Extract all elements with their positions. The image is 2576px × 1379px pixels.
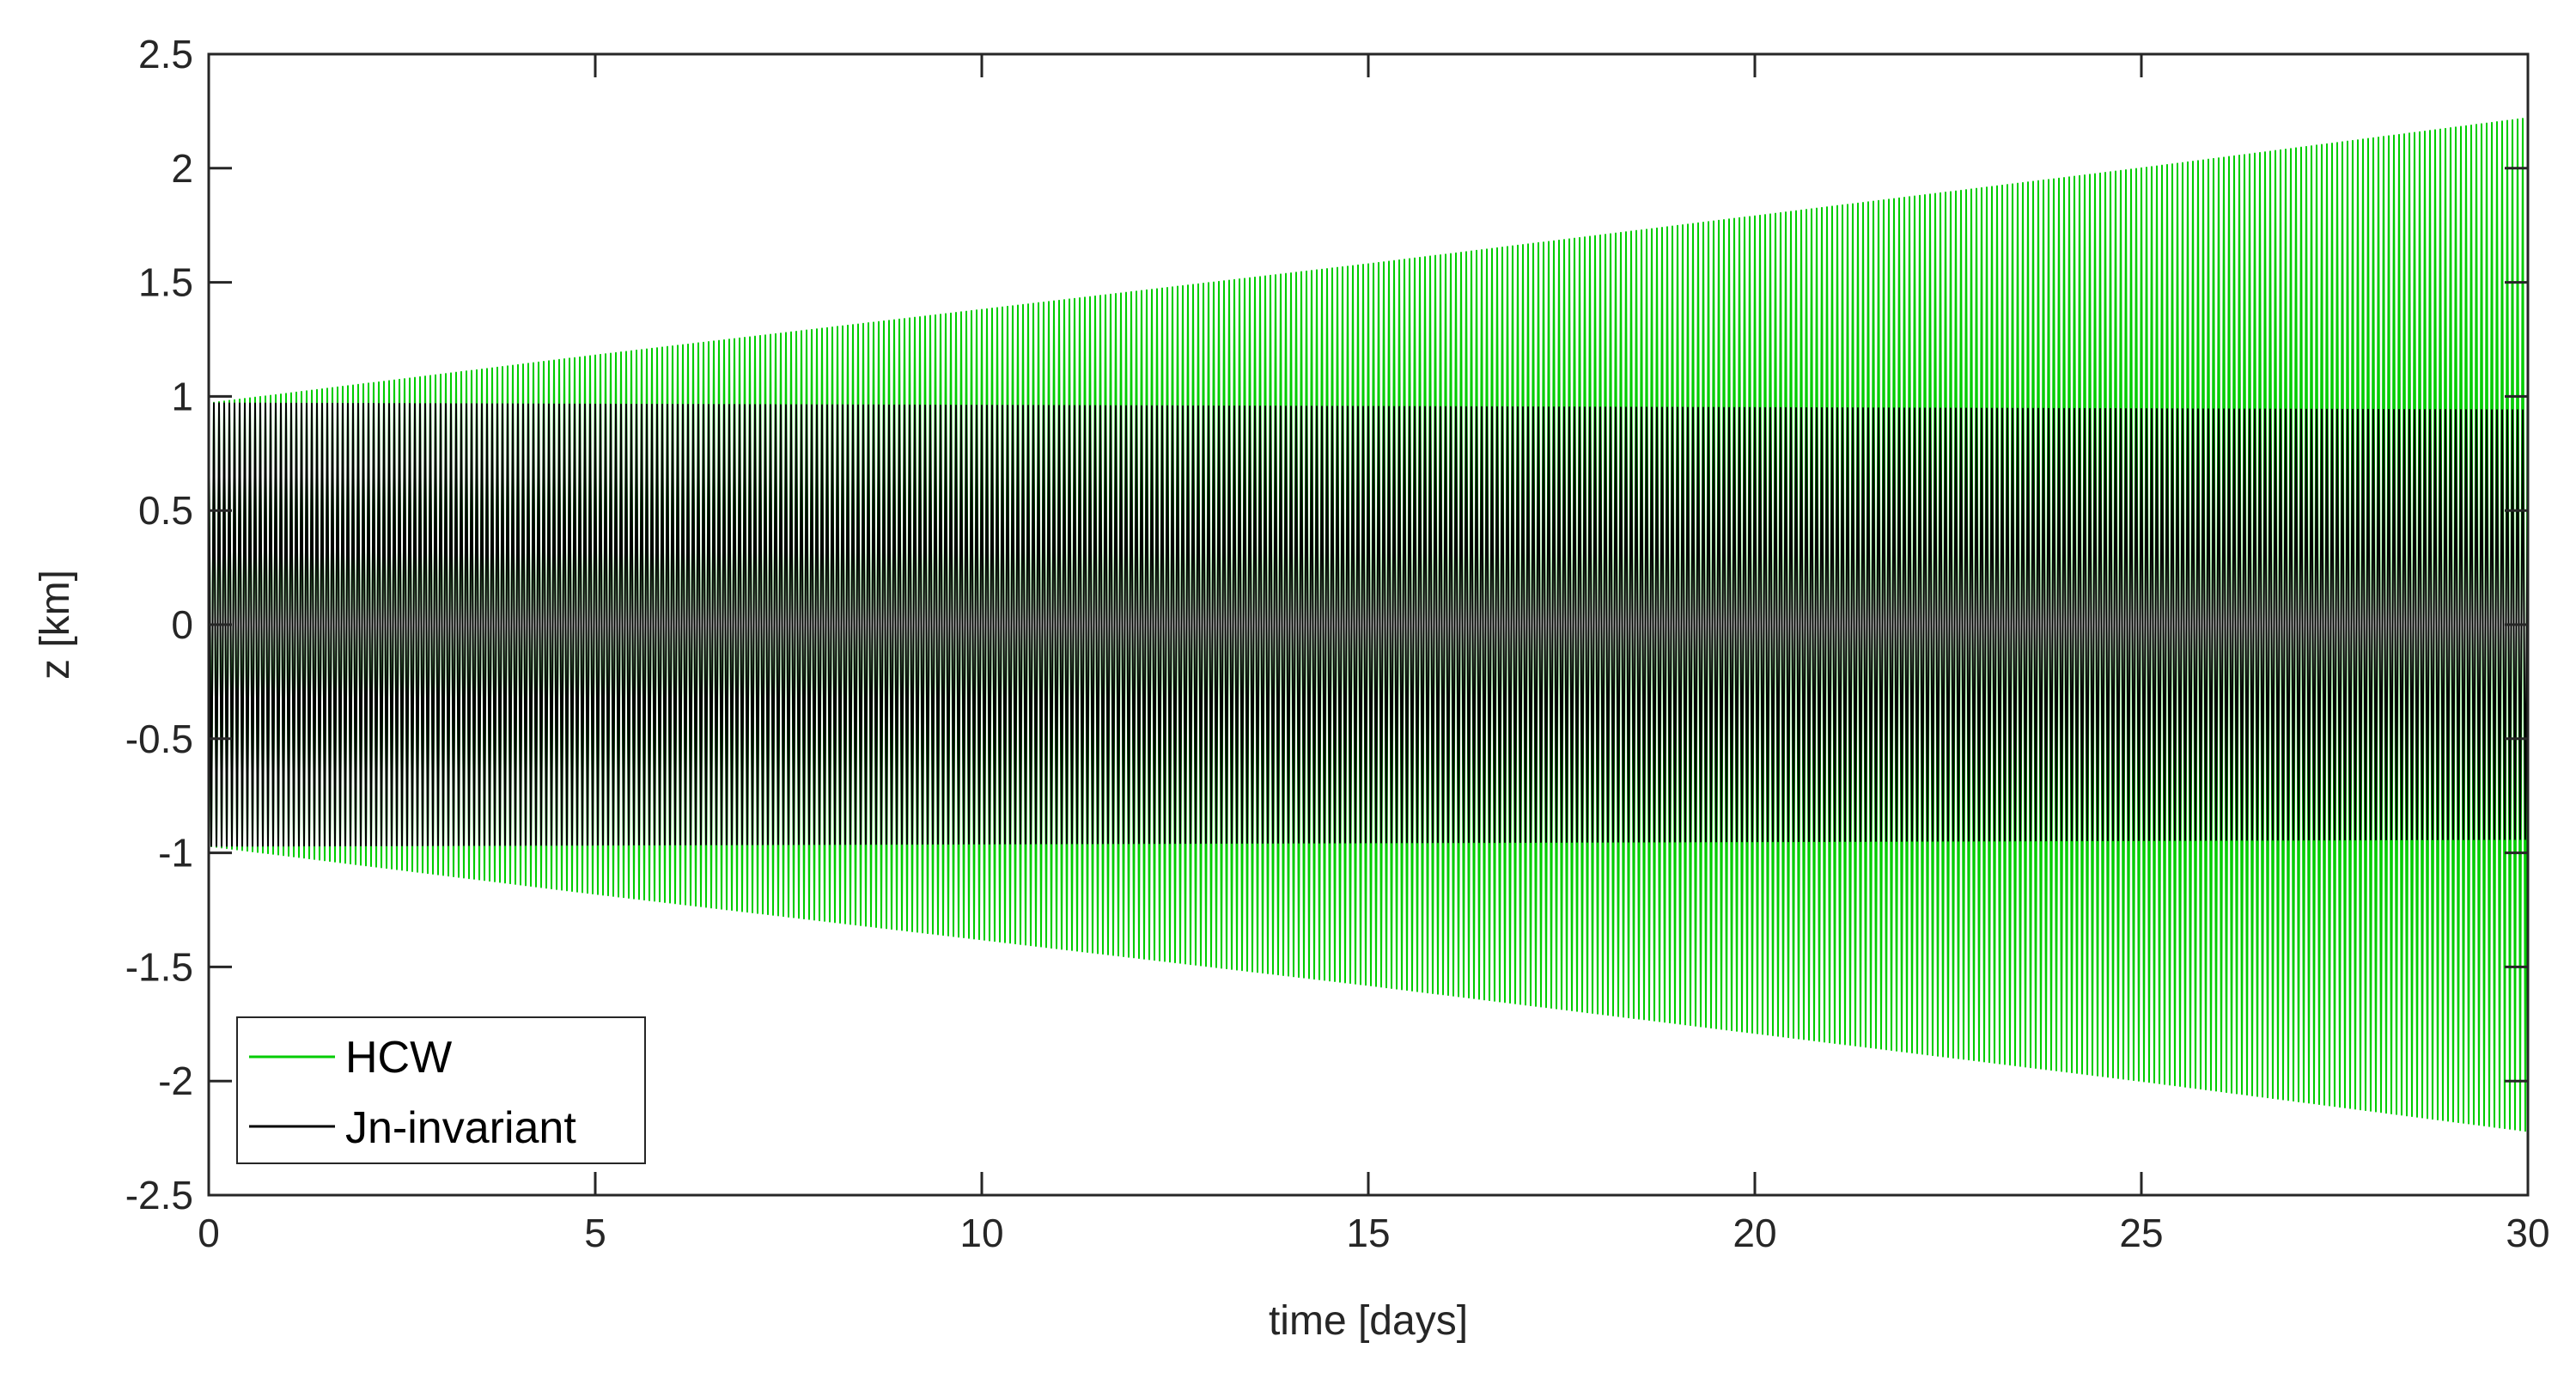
y-tick-label: 2.5 (138, 32, 193, 76)
y-tick-label: 1.5 (138, 260, 193, 305)
x-axis-ticks: 0 5 10 15 20 25 30 (198, 54, 2550, 1255)
y-tick-label: 2 (171, 146, 193, 191)
x-tick-label: 15 (1346, 1211, 1390, 1255)
y-tick-label: 0.5 (138, 488, 193, 533)
y-axis-ticks: 2.5 2 1.5 1 0.5 0 -0.5 -1 -1.5 -2 -2.5 (125, 32, 2528, 1217)
y-tick-label: -1 (158, 831, 193, 876)
hcw-line (208, 118, 2529, 1132)
y-tick-label: 0 (171, 602, 193, 647)
jn-invariant-line (208, 402, 2529, 847)
y-tick-label: 1 (171, 374, 193, 418)
jn-invariant-series (208, 402, 2529, 847)
x-tick-label: 30 (2506, 1211, 2549, 1255)
x-axis-title: time [days] (1269, 1298, 1468, 1344)
x-tick-label: 20 (1733, 1211, 1776, 1255)
y-tick-label: -2.5 (125, 1173, 193, 1217)
legend-label-jn-invariant: Jn-invariant (345, 1103, 576, 1153)
legend: HCW Jn-invariant (236, 1016, 646, 1164)
y-axis-title: z [km] (33, 570, 78, 680)
x-tick-label: 0 (198, 1211, 220, 1255)
y-tick-label: -0.5 (125, 717, 193, 761)
legend-label-hcw: HCW (345, 1033, 452, 1083)
y-tick-label: -2 (158, 1059, 193, 1103)
x-tick-label: 5 (584, 1211, 606, 1255)
hcw-series (208, 118, 2529, 1132)
legend-box (236, 1016, 646, 1164)
y-tick-label: -1.5 (125, 944, 193, 989)
x-tick-label: 25 (2119, 1211, 2163, 1255)
x-tick-label: 10 (959, 1211, 1003, 1255)
